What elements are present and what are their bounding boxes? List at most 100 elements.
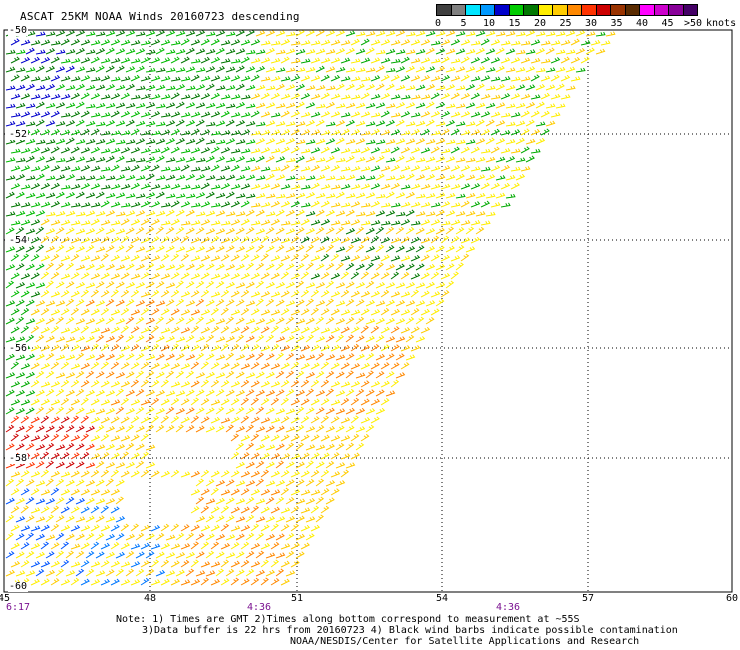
- wind-barb: [45, 569, 56, 577]
- wind-barb: [60, 129, 71, 136]
- wind-barb: [75, 425, 85, 433]
- wind-barb: [90, 343, 100, 352]
- wind-barb: [325, 155, 335, 163]
- wind-barb: [515, 49, 526, 55]
- wind-barb: [365, 318, 376, 325]
- wind-barb: [30, 344, 41, 352]
- wind-barb: [210, 130, 221, 136]
- wind-barb: [200, 541, 210, 550]
- wind-barb: [335, 462, 346, 469]
- wind-barb: [395, 245, 405, 253]
- wind-barb: [270, 255, 281, 262]
- wind-barb: [410, 254, 421, 262]
- wind-barb: [80, 578, 90, 586]
- wind-barb: [285, 408, 296, 415]
- wind-barb: [70, 166, 81, 172]
- wind-barb: [350, 326, 360, 334]
- wind-barb: [250, 110, 260, 118]
- wind-barb: [235, 442, 245, 451]
- wind-barb: [110, 488, 121, 496]
- wind-barb: [60, 112, 71, 118]
- wind-barb: [105, 245, 115, 253]
- legend-swatch: [523, 4, 539, 16]
- wind-barb: [340, 255, 351, 262]
- wind-barb: [110, 416, 120, 424]
- wind-barb: [300, 202, 311, 208]
- wind-barb: [250, 523, 260, 532]
- wind-barb: [300, 434, 310, 442]
- wind-barb: [400, 345, 411, 352]
- wind-barb: [270, 489, 281, 496]
- wind-barb: [80, 362, 91, 370]
- wind-barb: [10, 148, 21, 154]
- wind-barb: [440, 56, 450, 64]
- wind-barb: [350, 148, 361, 154]
- wind-barb: [30, 111, 41, 118]
- wind-barb: [285, 426, 296, 433]
- wind-barb: [95, 389, 106, 397]
- wind-barb: [195, 137, 205, 145]
- wind-barb: [400, 218, 411, 226]
- wind-barb: [170, 92, 180, 100]
- wind-barb: [380, 110, 390, 118]
- wind-barb: [280, 308, 290, 316]
- wind-barb: [205, 371, 216, 379]
- wind-barb: [390, 308, 401, 316]
- wind-barb: [100, 452, 110, 460]
- wind-barb: [25, 138, 36, 145]
- wind-barb: [355, 316, 365, 325]
- wind-barb: [470, 201, 481, 208]
- wind-barb: [25, 479, 35, 487]
- wind-barb: [125, 157, 136, 163]
- wind-barb: [265, 317, 276, 325]
- wind-barb: [210, 92, 221, 100]
- wind-barb: [445, 30, 456, 37]
- wind-barb: [340, 57, 351, 64]
- wind-barb: [300, 326, 310, 334]
- wind-barb: [520, 110, 530, 118]
- wind-barb: [325, 85, 336, 91]
- wind-barb: [180, 471, 191, 478]
- wind-barb: [75, 568, 85, 577]
- wind-barb: [165, 245, 175, 253]
- wind-barb: [495, 156, 506, 163]
- wind-barb: [50, 344, 60, 352]
- wind-barb: [220, 343, 229, 352]
- wind-barb: [270, 523, 279, 532]
- wind-barb: [205, 570, 216, 577]
- wind-barb: [525, 101, 536, 109]
- wind-barb: [375, 281, 386, 289]
- wind-barb: [575, 47, 586, 55]
- wind-barb: [30, 471, 41, 478]
- wind-barb: [200, 561, 211, 568]
- wind-barb: [5, 372, 16, 379]
- wind-barb: [430, 130, 441, 136]
- wind-barb: [60, 524, 71, 532]
- wind-barb: [145, 281, 155, 289]
- wind-barb: [430, 202, 441, 208]
- wind-barb: [480, 93, 491, 100]
- wind-barb: [120, 272, 130, 280]
- wind-barb: [25, 515, 35, 523]
- wind-barb: [440, 235, 450, 244]
- wind-barb: [190, 166, 201, 172]
- wind-barb: [170, 578, 181, 586]
- wind-barb: [515, 120, 526, 127]
- wind-barb: [315, 84, 326, 91]
- wind-barb: [130, 434, 140, 442]
- wind-barb: [265, 120, 276, 127]
- wind-barb: [55, 174, 66, 181]
- wind-barb: [145, 370, 155, 379]
- wind-barb: [80, 272, 90, 280]
- wind-barb: [390, 112, 401, 118]
- wind-barb: [25, 245, 35, 253]
- wind-barb: [185, 193, 196, 199]
- wind-barb: [30, 147, 41, 154]
- wind-barb: [140, 147, 151, 154]
- wind-barb: [585, 31, 596, 37]
- wind-barb: [295, 139, 306, 145]
- wind-barb: [200, 361, 209, 370]
- wind-barb: [355, 226, 365, 235]
- wind-barb: [115, 281, 125, 289]
- wind-barb: [280, 434, 290, 442]
